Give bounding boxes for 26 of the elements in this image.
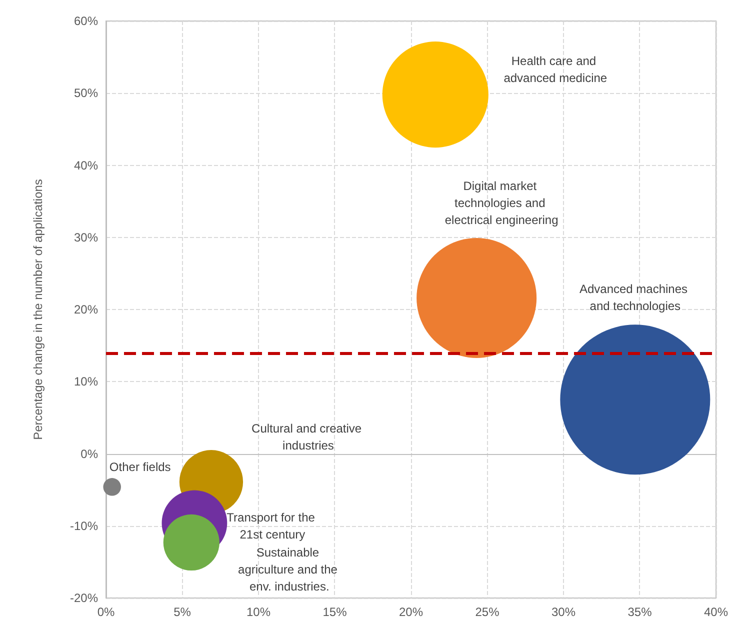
x-tick-label: 20% — [398, 605, 424, 619]
series-label: Transport for the 21st century — [226, 510, 318, 542]
x-tick-label: 5% — [174, 605, 192, 619]
y-tick-label: 20% — [74, 302, 98, 316]
y-tick-label: 30% — [74, 230, 98, 244]
x-tick-label: 35% — [628, 605, 652, 619]
series-label: Cultural and creative industries — [252, 421, 365, 452]
series-label: Digital market technologies and electrical engineering — [444, 178, 558, 227]
x-tick-label: 40% — [704, 605, 728, 619]
y-tick-label: -10% — [70, 518, 98, 533]
series-label: Other fields — [109, 460, 171, 474]
y-tick-label: 10% — [74, 374, 98, 389]
y-tick-label: 60% — [74, 14, 98, 28]
x-tick-label: 15% — [322, 605, 348, 619]
series-label: Sustainable agriculture and the env. industries. — [238, 545, 341, 594]
y-tick-label: -20% — [70, 591, 98, 605]
x-tick-label: 10% — [246, 605, 271, 619]
y-tick-label: 0% — [80, 446, 98, 461]
y-tick-label: 50% — [74, 86, 98, 100]
series-label: Health care and advanced medicine — [504, 54, 608, 86]
y-axis-title: Percentage change in the number of applications — [31, 179, 45, 440]
x-tick-label: 25% — [475, 605, 500, 619]
y-tick-label: 40% — [74, 158, 98, 172]
x-tick-label: 0% — [97, 605, 115, 619]
text: Advanced machines and technologies — [579, 282, 691, 314]
x-tick-label: 30% — [551, 605, 576, 619]
